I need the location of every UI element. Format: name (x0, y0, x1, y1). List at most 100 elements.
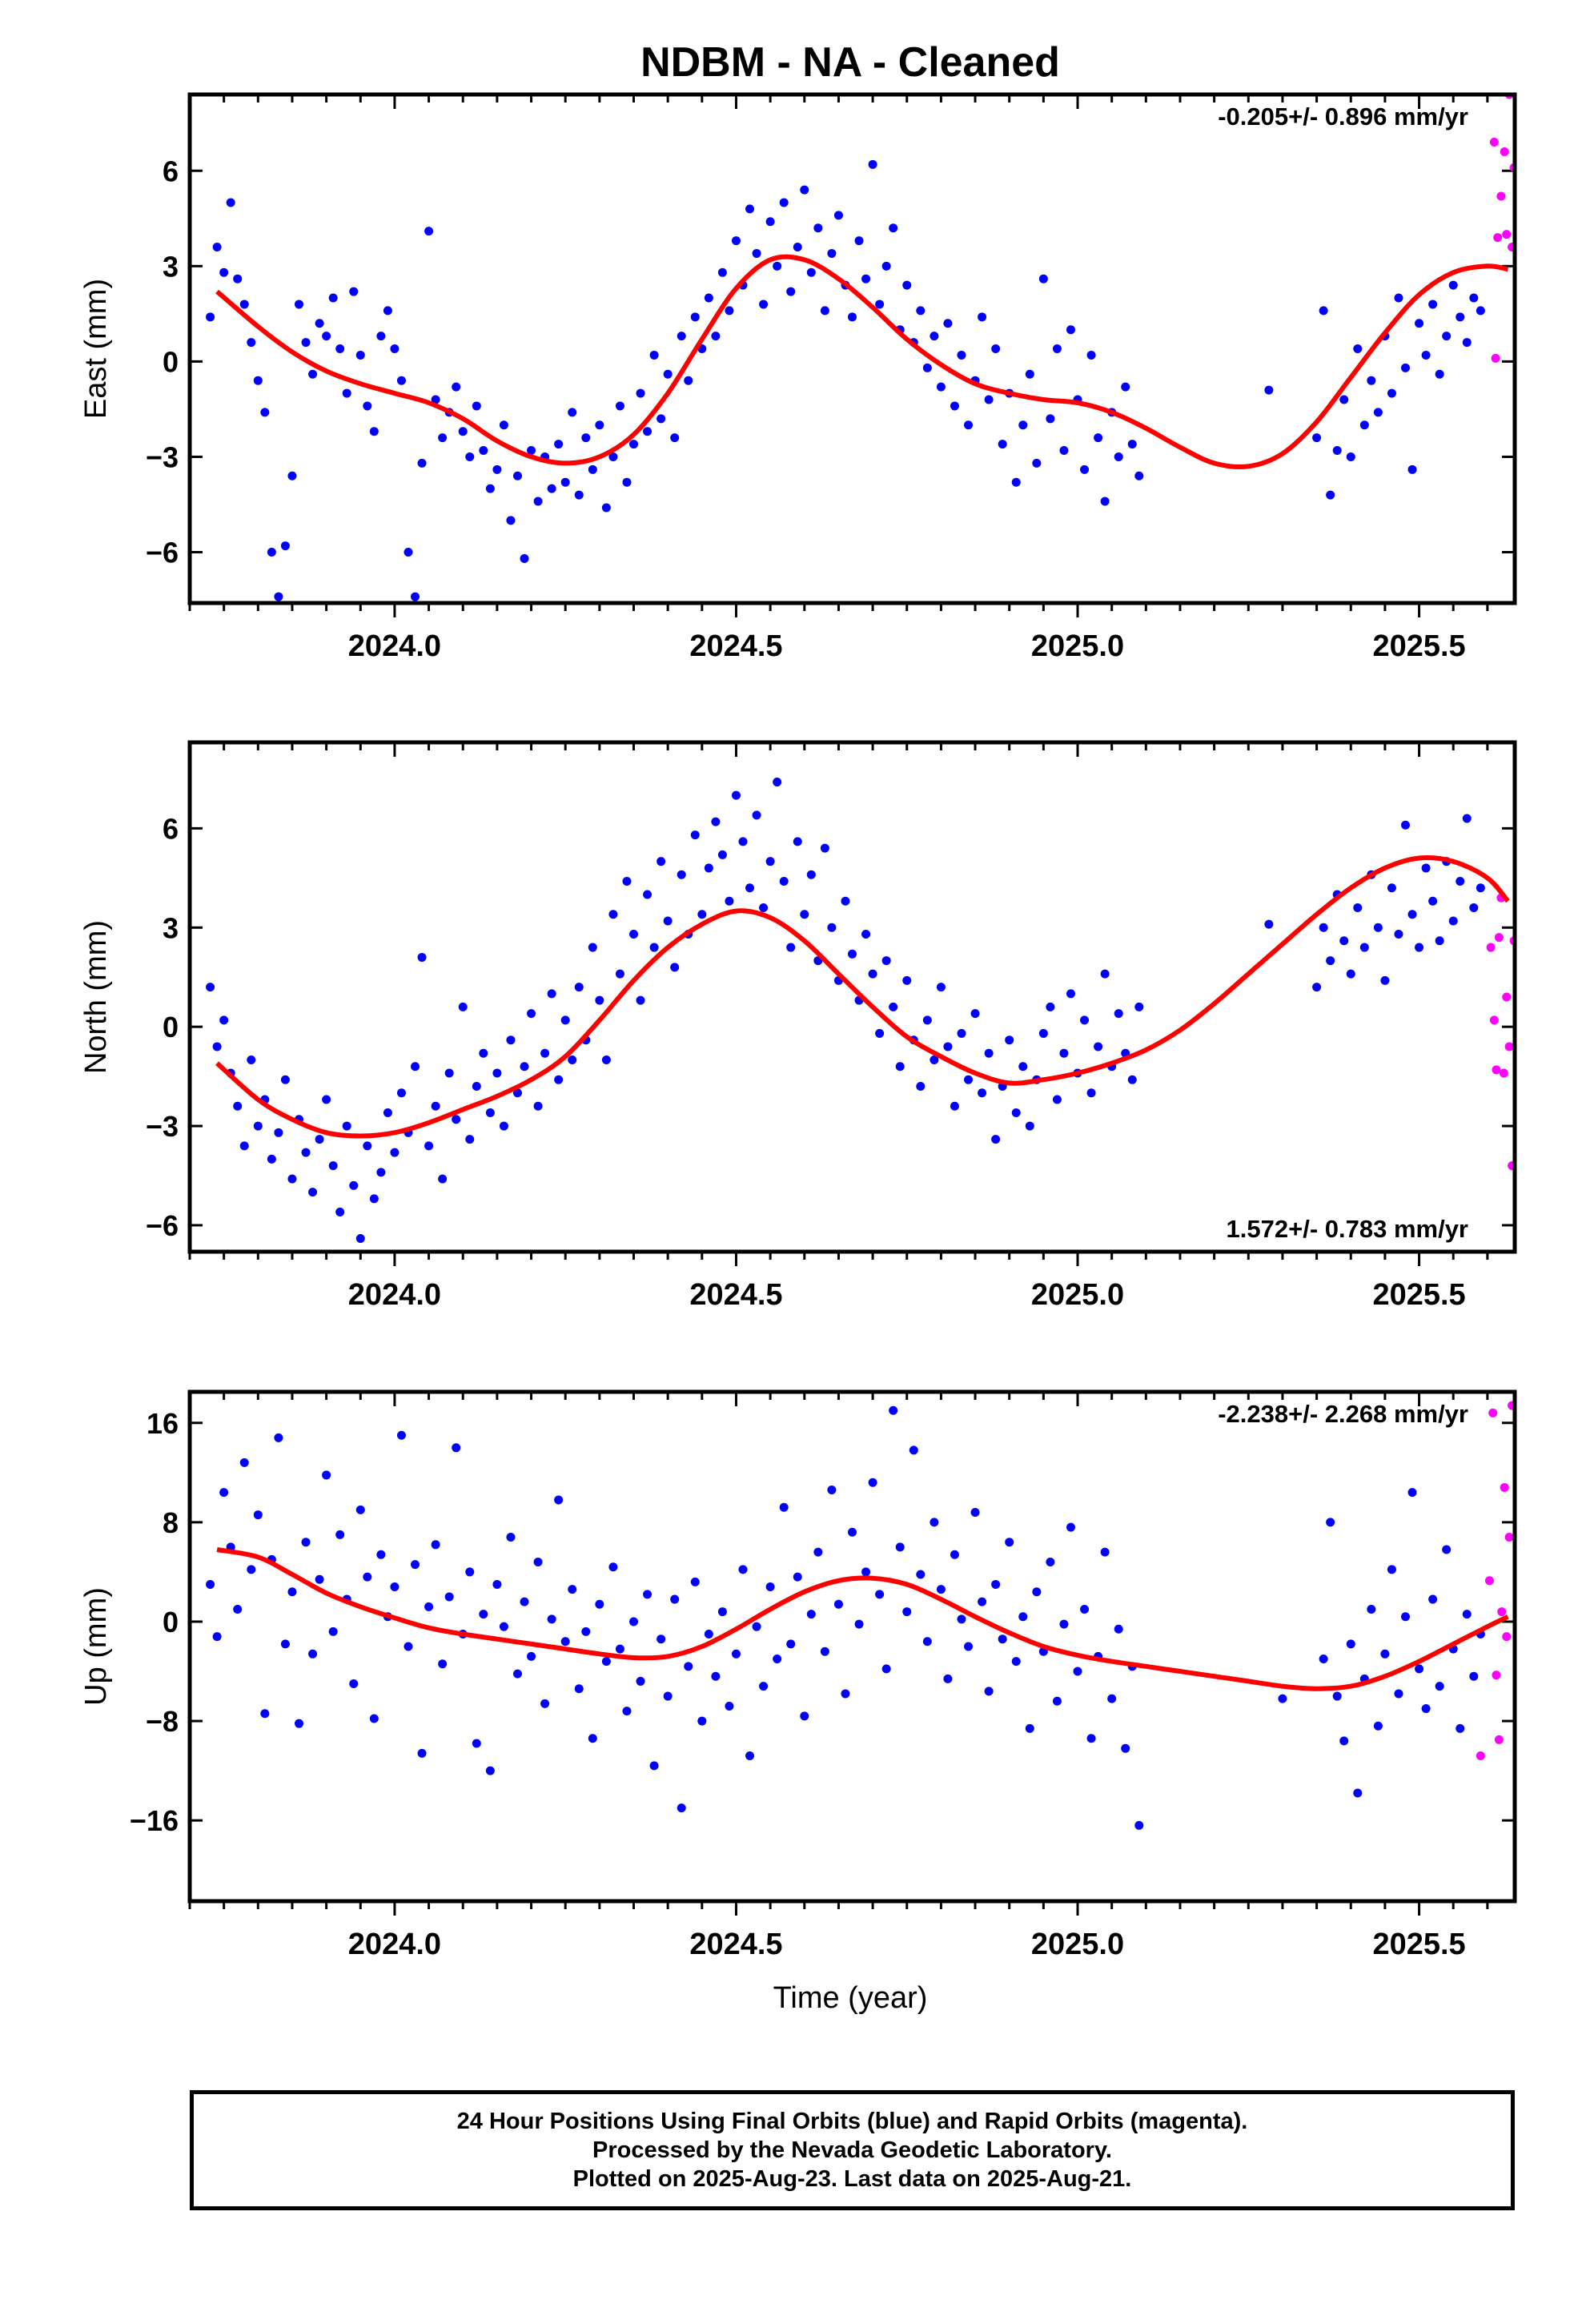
north-final-point (554, 1075, 564, 1084)
east-final-point (355, 350, 365, 360)
north-final-point (506, 1035, 516, 1045)
east-final-point (1448, 280, 1458, 290)
north-final-point (568, 1055, 577, 1064)
up-final-point (308, 1649, 318, 1659)
up-final-point (1346, 1639, 1355, 1649)
east-final-point (315, 319, 324, 328)
up-final-point (540, 1699, 550, 1708)
up-final-point (738, 1565, 748, 1574)
north-final-point (1476, 883, 1485, 893)
up-final-point (335, 1530, 345, 1539)
east-final-point (1332, 446, 1342, 455)
up-final-point (1401, 1612, 1411, 1622)
up-final-point (444, 1592, 454, 1602)
north-final-point (697, 910, 707, 919)
up-final-point (1025, 1723, 1034, 1733)
east-final-point (499, 420, 508, 430)
up-final-point (833, 1599, 843, 1609)
east-final-point (568, 408, 577, 417)
up-final-point (1278, 1694, 1287, 1703)
east-final-point (472, 401, 481, 411)
up-final-point (1086, 1734, 1096, 1743)
up-final-point (506, 1532, 516, 1542)
north-final-point (1456, 876, 1465, 886)
north-final-point (622, 876, 632, 886)
east-final-point (957, 350, 966, 360)
north-final-point (479, 1048, 488, 1058)
north-final-point (936, 983, 946, 992)
east-final-point (765, 217, 775, 227)
east-rapid-point (1493, 233, 1503, 243)
north-final-point (527, 1009, 536, 1019)
chart-title: NDBM - NA - Cleaned (640, 39, 1060, 86)
up-final-point (936, 1585, 946, 1594)
east-ytick-label: 3 (163, 250, 179, 283)
east-final-point (1319, 306, 1328, 316)
up-final-point (765, 1582, 775, 1592)
north-final-point (868, 969, 877, 979)
east-final-point (820, 306, 829, 316)
north-final-point (390, 1148, 400, 1157)
north-final-point (636, 995, 645, 1005)
east-final-point (978, 312, 987, 322)
up-final-point (1121, 1743, 1130, 1753)
east-final-point (1127, 440, 1137, 449)
east-xtick-label: 2025.0 (1031, 629, 1124, 663)
up-final-point (1018, 1612, 1028, 1622)
east-final-point (793, 243, 802, 251)
up-rate-label: -2.238+/- 2.268 mm/yr (1218, 1400, 1468, 1428)
north-final-point (738, 837, 748, 846)
up-final-point (1052, 1696, 1062, 1706)
up-final-point (1367, 1604, 1376, 1614)
up-final-point (396, 1430, 406, 1440)
up-final-point (1394, 1689, 1403, 1699)
up-final-point (957, 1614, 966, 1624)
east-final-point (527, 446, 536, 455)
north-final-point (1038, 1028, 1048, 1038)
up-final-point (670, 1594, 680, 1604)
north-final-point (806, 870, 816, 879)
up-final-point (943, 1674, 953, 1683)
up-final-point (916, 1570, 926, 1579)
up-final-point (322, 1470, 331, 1480)
east-final-point (411, 592, 420, 601)
up-final-point (533, 1558, 543, 1567)
east-final-point (984, 395, 994, 404)
east-final-point (833, 211, 843, 220)
up-final-point (889, 1405, 898, 1415)
north-final-point (978, 1088, 987, 1098)
up-final-point (622, 1707, 632, 1716)
east-final-point (629, 440, 639, 449)
up-final-point (492, 1579, 502, 1589)
east-final-point (868, 159, 877, 169)
up-final-point (581, 1626, 591, 1636)
up-final-point (875, 1590, 885, 1599)
east-final-point (1394, 293, 1403, 303)
north-final-point (1394, 930, 1403, 939)
up-panel: −16 −8 0 8 16 2024.0 2024.5 2025.0 2025.5 Up (mm)… (79, 1389, 1517, 1961)
up-final-point (1380, 1649, 1390, 1659)
north-final-point (1080, 1015, 1090, 1025)
east-final-point (1469, 293, 1479, 303)
footer-line-1: 24 Hour Positions Using Final Orbits (bl… (456, 2109, 1248, 2134)
east-final-point (322, 332, 331, 341)
north-final-point (793, 837, 802, 846)
east-rapid-point (1489, 138, 1499, 147)
up-final-point (629, 1617, 639, 1626)
north-final-point (930, 1055, 939, 1064)
up-final-point (376, 1550, 386, 1559)
north-final-point (1373, 923, 1383, 932)
up-final-point (806, 1610, 816, 1619)
east-final-point (1114, 452, 1123, 461)
north-final-point (800, 910, 809, 919)
east-final-point (280, 541, 290, 551)
north-final-point (233, 1101, 243, 1111)
north-final-point (916, 1082, 926, 1092)
east-final-point (1442, 332, 1452, 341)
north-final-point (465, 1135, 475, 1144)
north-final-point (1346, 969, 1355, 979)
up-final-point (520, 1597, 529, 1606)
east-final-point (1046, 414, 1055, 424)
up-rapid-point (1502, 1632, 1512, 1642)
east-final-point (827, 248, 837, 258)
